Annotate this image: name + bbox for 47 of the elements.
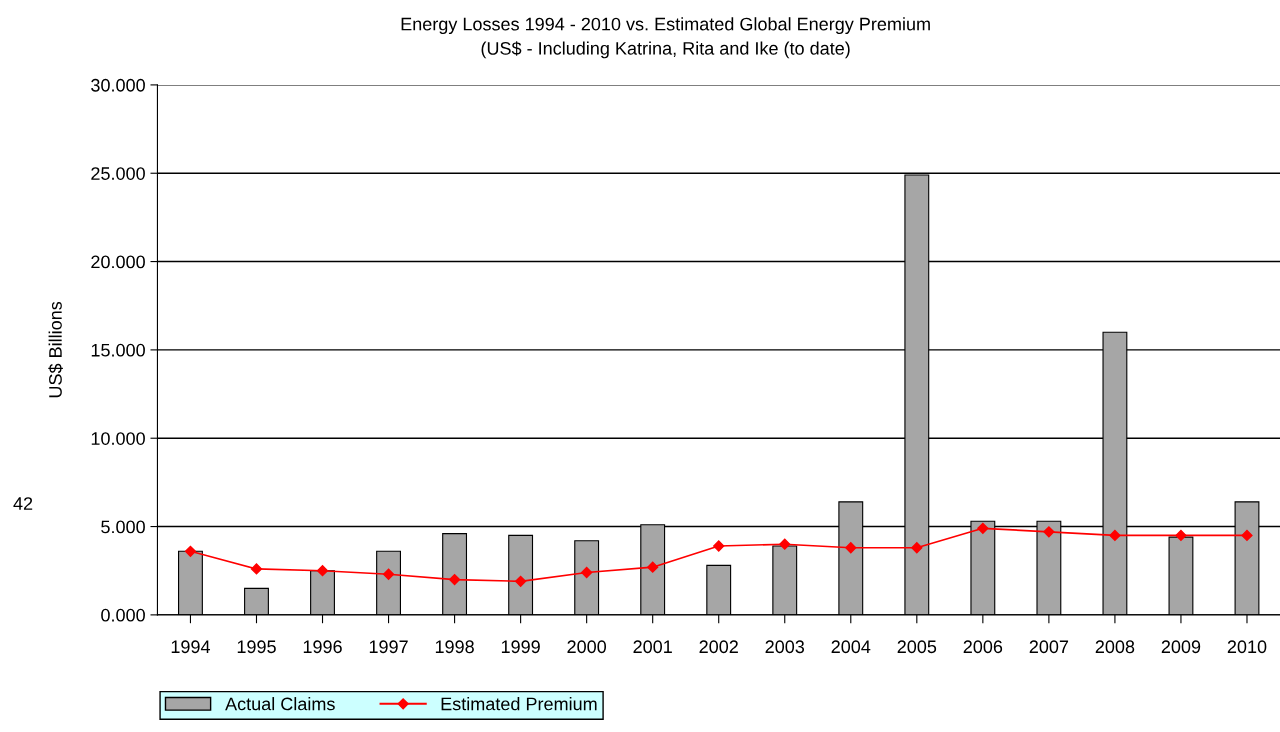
x-tick-label: 2002 — [699, 640, 738, 654]
x-tick-label: 2005 — [897, 640, 937, 654]
x-tick-label: 2004 — [831, 640, 871, 654]
x-tick-label: 1994 — [171, 640, 211, 654]
point — [1241, 529, 1253, 541]
text: 42 — [13, 497, 33, 510]
point — [713, 540, 725, 552]
chart-subtitle: (US$ - Including Katrina, Rita and Ike (to date) — [481, 41, 850, 59]
point — [845, 542, 857, 554]
point — [184, 545, 197, 557]
point — [250, 563, 263, 575]
x-tick-label: 1996 — [303, 640, 342, 654]
x-tick-label: 2001 — [633, 640, 672, 654]
x-tick-label: 2006 — [963, 640, 1003, 654]
point — [382, 568, 395, 580]
y-tick-label: 30.000 — [91, 78, 145, 92]
point — [911, 542, 923, 554]
y-axis-title: US$ Billions — [48, 301, 63, 398]
x-tick-label: 2000 — [567, 640, 607, 654]
x-tick-label: 1998 — [435, 640, 474, 654]
y-tick-label: 25.000 — [91, 167, 145, 180]
y-tick-label: 20.000 — [91, 255, 145, 269]
y-tick-label: 10.000 — [91, 432, 145, 445]
legend-label: Actual Claims — [225, 697, 335, 711]
point — [448, 573, 461, 586]
point — [316, 565, 329, 577]
chart-title: Energy Losses 1994 - 2010 vs. Estimated Global Energy Premium — [401, 17, 930, 35]
x-tick-label: 1995 — [237, 640, 276, 654]
x-tick-label: 2008 — [1095, 640, 1135, 654]
y-tick-label: 15.000 — [91, 343, 145, 357]
x-tick-label: 2009 — [1161, 640, 1201, 654]
x-tick-label: 2003 — [765, 640, 805, 654]
x-tick-label: 2010 — [1227, 640, 1267, 654]
point — [647, 561, 659, 573]
point — [1175, 529, 1187, 541]
point — [515, 575, 527, 587]
x-tick-label: 1999 — [501, 640, 540, 654]
point — [977, 522, 989, 534]
legend-label: Estimated Premium — [441, 697, 597, 711]
x-tick-label: 1997 — [369, 640, 408, 654]
x-tick-label: 2007 — [1029, 640, 1069, 654]
point — [779, 538, 791, 550]
y-tick-label: 0.000 — [101, 608, 145, 622]
point — [581, 566, 593, 579]
point — [1109, 529, 1121, 541]
y-tick-label: 5.000 — [101, 520, 145, 534]
point — [1043, 526, 1055, 538]
